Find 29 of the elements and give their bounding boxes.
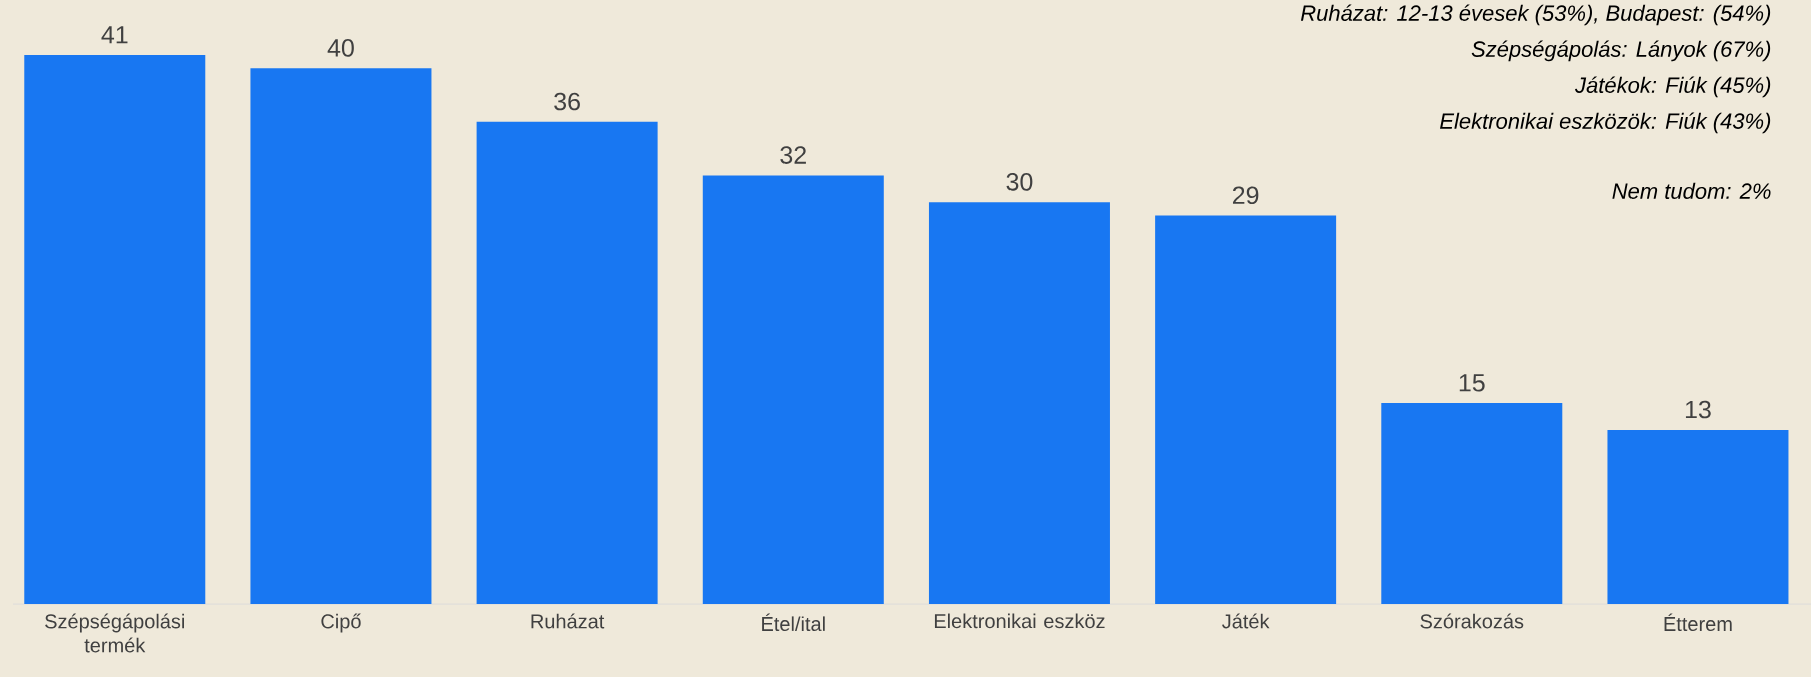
bar xyxy=(250,68,432,604)
bar xyxy=(476,121,658,604)
data-label: 41 xyxy=(101,26,128,44)
x-tick-label: Étterem xyxy=(1664,613,1732,632)
data-label: 15 xyxy=(1459,374,1485,392)
bar xyxy=(1607,429,1789,604)
x-tick-label: Elektronikai eszköz xyxy=(934,613,1105,629)
data-label: 36 xyxy=(554,92,580,111)
annotation: Játékok: Fiúk (45%) xyxy=(1575,76,1771,98)
bar xyxy=(702,175,884,604)
data-label: 32 xyxy=(780,146,806,164)
text: Ruházat: 12-13 évesek (53%), Budapest: (54%) xyxy=(1300,4,1771,26)
bar xyxy=(1381,403,1563,604)
data-label: 40 xyxy=(327,39,354,57)
x-tick-label: Szépségápolási termék xyxy=(45,613,184,653)
data-label: 13 xyxy=(1685,400,1711,419)
x-tick-label: Cipő xyxy=(321,613,361,633)
data-label: 30 xyxy=(1006,172,1033,191)
x-tick-label: Ruházat xyxy=(531,613,605,629)
data-label: 29 xyxy=(1232,186,1259,205)
annotation: Elektronikai eszközök: Fiúk (43%) xyxy=(1440,112,1771,134)
bar xyxy=(1155,215,1337,604)
bar xyxy=(928,202,1110,604)
annotation: Szépségápolás: Lányok (67%) xyxy=(1471,40,1771,62)
x-tick-label: Étel/ital xyxy=(762,613,825,632)
annotation: Nem tudom: 2% xyxy=(1612,182,1771,199)
bar xyxy=(24,54,206,604)
x-tick-label: Szórakozás xyxy=(1420,613,1524,629)
x-tick-label: Játék xyxy=(1222,613,1270,629)
